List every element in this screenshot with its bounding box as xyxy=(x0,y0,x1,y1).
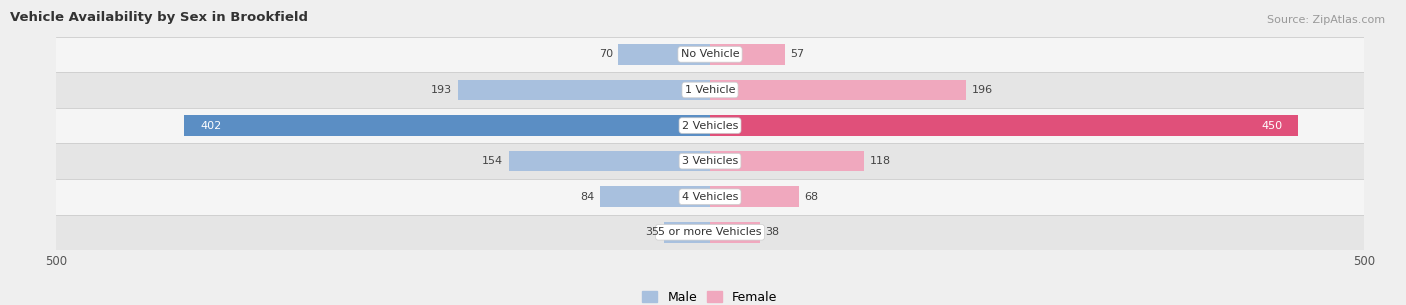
Text: 196: 196 xyxy=(972,85,993,95)
Text: 402: 402 xyxy=(200,120,221,131)
Bar xyxy=(664,222,710,243)
Bar xyxy=(710,115,1298,136)
Text: 38: 38 xyxy=(765,227,779,237)
Bar xyxy=(56,108,1364,143)
Legend: Male, Female: Male, Female xyxy=(643,291,778,304)
Bar xyxy=(710,186,799,207)
Bar xyxy=(600,186,710,207)
Text: 4 Vehicles: 4 Vehicles xyxy=(682,192,738,202)
Bar xyxy=(458,80,710,100)
Bar xyxy=(56,143,1364,179)
Text: 118: 118 xyxy=(869,156,890,166)
Text: 2 Vehicles: 2 Vehicles xyxy=(682,120,738,131)
Text: Source: ZipAtlas.com: Source: ZipAtlas.com xyxy=(1267,15,1385,25)
Text: 193: 193 xyxy=(432,85,453,95)
Bar xyxy=(184,115,710,136)
Bar xyxy=(56,179,1364,214)
Text: 5 or more Vehicles: 5 or more Vehicles xyxy=(658,227,762,237)
Text: 3 Vehicles: 3 Vehicles xyxy=(682,156,738,166)
Bar xyxy=(56,214,1364,250)
Bar xyxy=(710,222,759,243)
Text: 154: 154 xyxy=(482,156,503,166)
Text: 35: 35 xyxy=(645,227,659,237)
Bar xyxy=(710,80,966,100)
Bar xyxy=(56,37,1364,72)
Text: No Vehicle: No Vehicle xyxy=(681,49,740,59)
Text: 84: 84 xyxy=(581,192,595,202)
Bar xyxy=(56,72,1364,108)
Text: 450: 450 xyxy=(1261,120,1282,131)
Text: 70: 70 xyxy=(599,49,613,59)
Bar xyxy=(619,44,710,65)
Text: Vehicle Availability by Sex in Brookfield: Vehicle Availability by Sex in Brookfiel… xyxy=(10,11,308,24)
Text: 1 Vehicle: 1 Vehicle xyxy=(685,85,735,95)
Text: 68: 68 xyxy=(804,192,818,202)
Bar xyxy=(509,151,710,171)
Text: 57: 57 xyxy=(790,49,804,59)
Bar xyxy=(710,151,865,171)
Bar xyxy=(710,44,785,65)
